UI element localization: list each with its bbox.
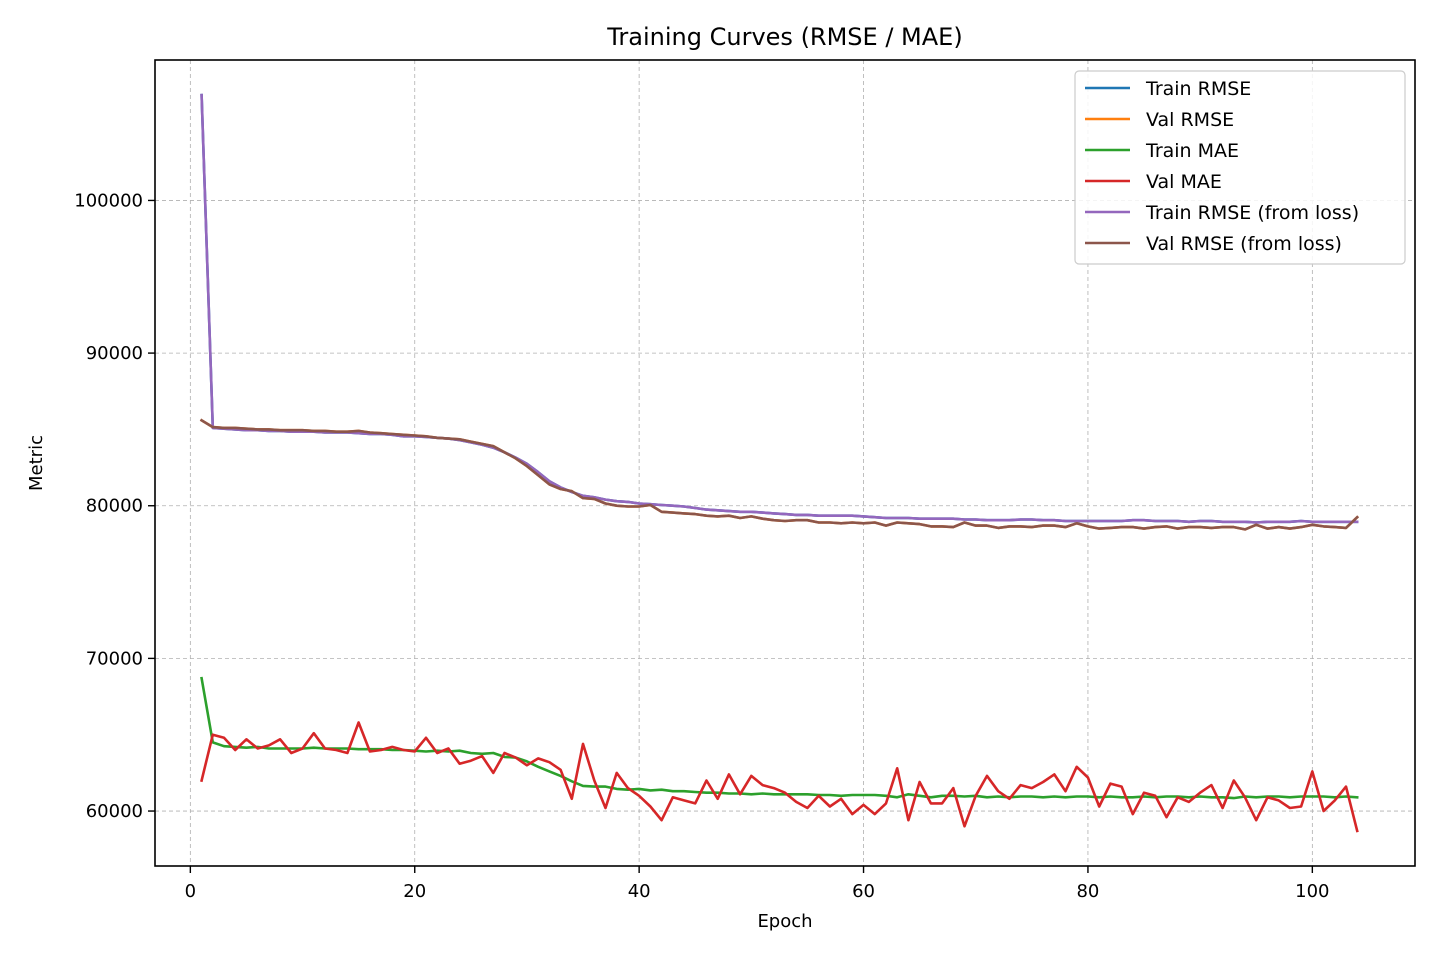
y-tick-label: 60000 bbox=[86, 801, 143, 822]
legend-label-val-rmse-from-loss: Val RMSE (from loss) bbox=[1146, 233, 1342, 255]
x-tick-label: 80 bbox=[1076, 881, 1099, 902]
x-tick-label: 40 bbox=[628, 881, 651, 902]
x-axis-label: Epoch bbox=[757, 911, 812, 932]
x-tick-label: 100 bbox=[1295, 881, 1329, 902]
y-tick-label: 90000 bbox=[86, 343, 143, 364]
plot-series bbox=[199, 93, 1360, 833]
legend-label-train-mae: Train MAE bbox=[1145, 140, 1239, 162]
legend-label-train-rmse-from-loss: Train RMSE (from loss) bbox=[1145, 202, 1359, 224]
plot-area-frame bbox=[154, 59, 1416, 867]
x-tick-label: 60 bbox=[852, 881, 875, 902]
legend-label-train-rmse: Train RMSE bbox=[1145, 78, 1251, 100]
series-line-train-mae bbox=[200, 676, 1359, 800]
legend: Train RMSE Val RMSE Train MAE Val MAE Train … bbox=[1074, 70, 1406, 265]
series-line-val-mae bbox=[200, 721, 1359, 833]
chart-title: Training Curves (RMSE / MAE) bbox=[606, 23, 962, 51]
x-tick-label: 0 bbox=[185, 881, 196, 902]
legend-label-val-rmse: Val RMSE bbox=[1146, 109, 1234, 131]
axis-ticks: 0 20 40 60 80 100 60000 70000 80000 90000 100000 bbox=[74, 190, 1329, 902]
grid-lines bbox=[155, 60, 1415, 866]
legend-box bbox=[1074, 70, 1406, 265]
series-line-val-rmse-from-loss bbox=[199, 418, 1360, 531]
y-axis-label: Metric bbox=[26, 435, 47, 491]
legend-label-val-mae: Val MAE bbox=[1146, 171, 1222, 193]
y-tick-label: 100000 bbox=[74, 190, 143, 211]
x-tick-label: 20 bbox=[403, 881, 426, 902]
y-tick-label: 80000 bbox=[86, 496, 143, 517]
y-tick-label: 70000 bbox=[86, 648, 143, 669]
